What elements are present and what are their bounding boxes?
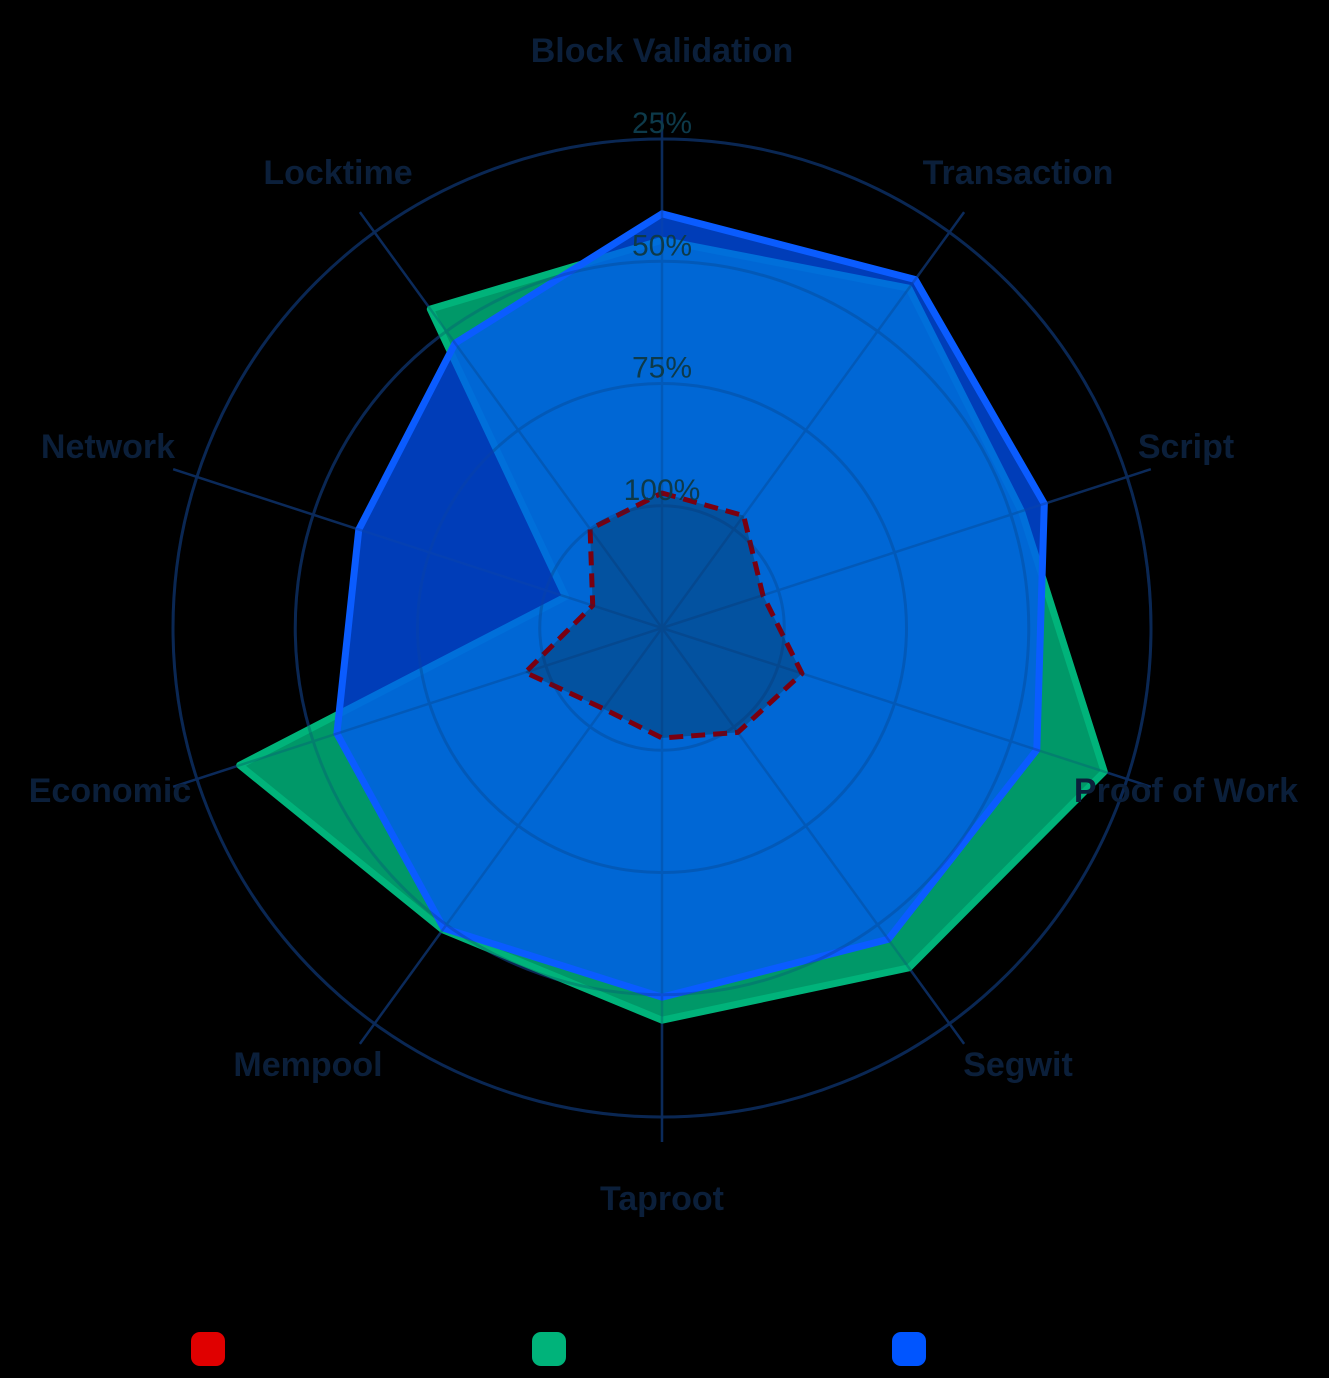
radial-tick-label: 25% xyxy=(632,107,692,140)
grid-circle xyxy=(171,137,1153,1119)
axis-spoke xyxy=(196,626,663,781)
grid-circle xyxy=(293,259,1031,997)
axis-label-script: Script xyxy=(1138,428,1234,466)
grid-circle xyxy=(416,382,908,874)
legend-swatch-green xyxy=(532,1332,566,1366)
axis-label-mempool: Mempool xyxy=(233,1046,382,1084)
axis-label-economic: Economic xyxy=(29,772,191,810)
legend xyxy=(0,1330,1329,1370)
legend-swatch-blue xyxy=(892,1332,926,1366)
legend-item-series-2[interactable] xyxy=(532,1332,576,1366)
legend-item-series-3[interactable] xyxy=(892,1332,936,1366)
axis-label-locktime: Locktime xyxy=(263,154,412,192)
legend-item-series-1[interactable] xyxy=(191,1332,235,1366)
axis-label-segwit: Segwit xyxy=(963,1046,1073,1084)
radial-grid-overlay xyxy=(171,137,1153,1119)
axis-spoke xyxy=(373,627,664,1025)
axis-spoke xyxy=(660,231,951,629)
axis-spoke xyxy=(660,627,951,1025)
radial-tick-label: 100% xyxy=(624,474,701,507)
axis-label-taproot: Taproot xyxy=(600,1180,724,1218)
axis-label-block-validation: Block Validation xyxy=(531,32,794,70)
series-red-polygon[interactable] xyxy=(522,490,805,741)
radial-tick-label: 50% xyxy=(632,229,692,262)
grid-circle xyxy=(538,504,786,752)
radial-tick-label: 75% xyxy=(632,352,692,385)
axis-label-proof-of-work: Proof of Work xyxy=(1074,772,1298,810)
series-blue-polygon[interactable] xyxy=(333,210,1048,1001)
axis-label-network: Network xyxy=(41,428,175,466)
axis-spoke xyxy=(373,231,664,629)
axis-spoke xyxy=(196,475,663,630)
legend-swatch-red xyxy=(191,1332,225,1366)
axis-spoke xyxy=(661,475,1128,630)
axis-label-transaction: Transaction xyxy=(923,154,1114,192)
axis-spoke xyxy=(661,626,1128,781)
